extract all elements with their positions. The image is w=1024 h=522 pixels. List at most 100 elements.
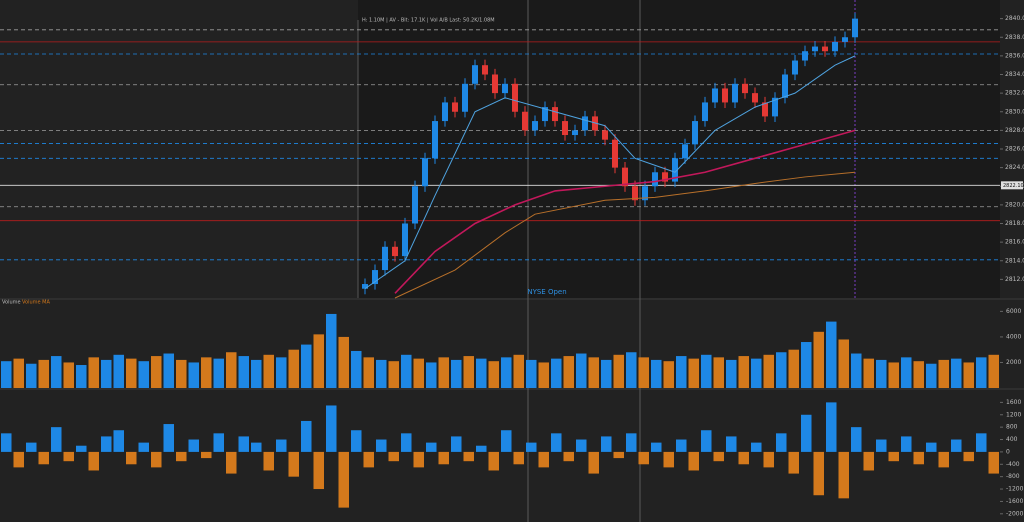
header-info: H: 1.10M | AV - Bit: 17.1K | Vol A/B Las…	[362, 18, 495, 24]
delta-bar	[726, 436, 737, 452]
y-tick-label: 1200	[1006, 411, 1021, 418]
candle-body	[712, 88, 718, 103]
candle-body	[512, 83, 518, 112]
delta-bar	[63, 451, 74, 462]
y-tick-label: 2814.00	[1005, 257, 1024, 264]
y-tick-label: -1600	[1006, 498, 1024, 505]
delta-bar	[876, 439, 887, 452]
volume-bar	[351, 350, 362, 388]
volume-bar	[938, 359, 949, 388]
delta-bar	[888, 451, 899, 462]
volume-bar	[201, 357, 212, 388]
delta-bar	[351, 430, 362, 452]
volume-bar	[626, 352, 637, 388]
volume-bar	[913, 361, 924, 388]
delta-bar	[551, 433, 562, 452]
delta-bar	[788, 451, 799, 474]
y-tick-label: 2812.00	[1005, 276, 1024, 283]
delta-bar	[101, 436, 112, 452]
volume-ma-label: Volume MA	[22, 300, 50, 306]
delta-bar	[363, 451, 374, 468]
delta-bar	[313, 451, 324, 490]
y-tick-label: 2828.00	[1005, 127, 1024, 134]
moving-average	[394, 129, 856, 294]
candle-body	[452, 102, 458, 112]
delta-bar	[463, 451, 474, 462]
candle-body	[782, 74, 788, 98]
candle-body	[572, 130, 578, 136]
delta-bar	[613, 451, 624, 459]
delta-bar	[38, 451, 49, 465]
y-tick-label: 2818.00	[1005, 220, 1024, 227]
delta-bar	[863, 451, 874, 471]
delta-bar	[801, 414, 812, 452]
volume-title: Volume	[2, 300, 21, 306]
candle-body	[372, 270, 378, 285]
y-tick-label: 2826.00	[1005, 146, 1024, 153]
y-tick-label: 2838.00	[1005, 34, 1024, 41]
volume-bar	[488, 361, 499, 388]
volume-bar	[876, 359, 887, 388]
volume-bar	[401, 354, 412, 388]
y-tick-label: 2000	[1006, 359, 1021, 366]
delta-bar	[751, 442, 762, 452]
y-tick-label: -800	[1006, 473, 1020, 480]
delta-bar	[826, 402, 837, 452]
delta-bar	[488, 451, 499, 471]
y-tick-label: 2820.00	[1005, 201, 1024, 208]
volume-bar	[826, 321, 837, 388]
delta-bar	[976, 433, 987, 452]
volume-bar	[238, 356, 249, 388]
delta-bar	[776, 433, 787, 452]
y-tick-label: 6000	[1006, 308, 1021, 315]
volume-bar	[151, 356, 162, 388]
delta-bar	[163, 424, 174, 452]
delta-bar	[501, 430, 512, 452]
delta-bar	[813, 451, 824, 496]
volume-bar	[301, 344, 312, 388]
candle-body	[612, 139, 618, 168]
y-tick-label: 2840.00	[1005, 15, 1024, 22]
delta-bar	[513, 451, 524, 465]
candle-body	[662, 172, 668, 182]
volume-bar	[738, 356, 749, 388]
volume-bar	[688, 358, 699, 388]
y-tick-label: 1600	[1006, 399, 1021, 406]
volume-bar	[601, 359, 612, 388]
volume-bar	[563, 356, 574, 388]
volume-bar	[788, 349, 799, 388]
candle-body	[852, 18, 858, 38]
delta-bar	[701, 430, 712, 452]
volume-bar	[513, 354, 524, 388]
candle-body	[802, 51, 808, 61]
volume-bar	[951, 358, 962, 388]
delta-bar	[563, 451, 574, 462]
delta-bar	[13, 451, 24, 468]
y-tick-label: -1200	[1006, 486, 1024, 493]
volume-bar	[188, 362, 199, 388]
y-tick-label: 2832.00	[1005, 90, 1024, 97]
delta-bar	[763, 451, 774, 468]
last-price-label: 2822.10	[1003, 183, 1024, 189]
volume-bar	[963, 362, 974, 388]
volume-bar	[638, 357, 649, 388]
delta-bar	[176, 451, 187, 462]
y-tick-label: 2830.00	[1005, 108, 1024, 115]
volume-bar	[588, 357, 599, 388]
volume-bar	[263, 354, 274, 388]
delta-bar	[51, 427, 62, 452]
candle-body	[752, 93, 758, 103]
candle-body	[762, 102, 768, 117]
y-tick-label: 800	[1006, 424, 1018, 431]
delta-bar	[301, 420, 312, 452]
candle-body	[642, 186, 648, 201]
delta-bar	[851, 427, 862, 452]
candle-body	[382, 246, 388, 271]
delta-bar	[388, 451, 399, 462]
delta-bar	[288, 451, 299, 477]
y-tick-label: 0	[1006, 448, 1010, 455]
delta-bar	[476, 445, 487, 452]
delta-bar	[276, 439, 287, 452]
volume-bar	[663, 361, 674, 388]
